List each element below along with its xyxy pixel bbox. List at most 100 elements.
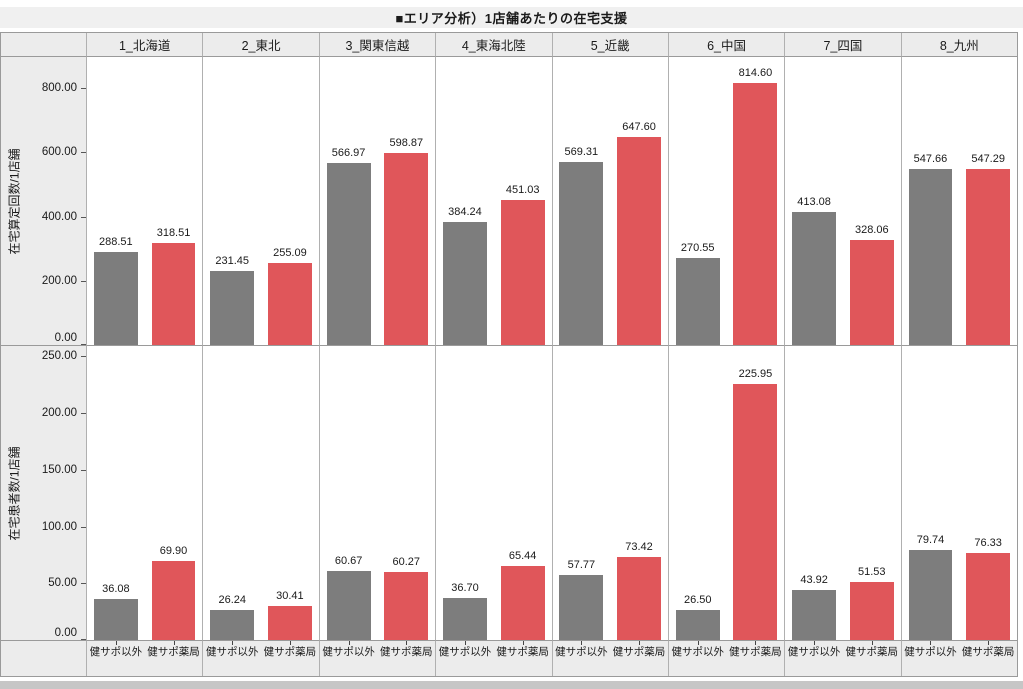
bar-slot: 43.92 — [785, 346, 843, 640]
bar-non-kensapo-region2[interactable] — [210, 610, 255, 640]
x-category-label-kensapo: 健サポ薬局 — [380, 646, 433, 658]
x-axis-band-region8: 健サポ以外 健サポ薬局 — [900, 640, 1017, 676]
bar-slot: 547.29 — [959, 57, 1017, 345]
y-tick-label: 400.00 — [41, 210, 77, 223]
x-tick-mark — [755, 641, 757, 645]
bar-slot: 73.42 — [610, 346, 668, 640]
x-category-label-non-kensapo: 健サポ以外 — [438, 646, 492, 658]
plot-cell-panel1-region7: 43.92 51.53 — [784, 345, 901, 640]
bar-non-kensapo-region4[interactable] — [443, 598, 487, 640]
bar-kensapo-region2[interactable] — [267, 263, 312, 345]
bar-slot: 51.53 — [843, 346, 901, 640]
x-tick-mark — [348, 641, 350, 645]
bar-value-label: 547.66 — [913, 153, 948, 166]
bar-slot: 598.87 — [377, 57, 435, 345]
bar-kensapo-region7[interactable] — [849, 581, 894, 640]
x-category-label-kensapo: 健サポ薬局 — [612, 646, 666, 658]
bar-value-label: 51.53 — [858, 565, 886, 578]
bar-slot: 413.08 — [785, 57, 843, 345]
y-tick-label: 250.00 — [41, 350, 77, 363]
bar-non-kensapo-region6[interactable] — [675, 609, 720, 640]
x-axis-band-region1: 健サポ以外 健サポ薬局 — [86, 640, 203, 676]
bar-value-label: 60.27 — [392, 555, 421, 568]
bar-non-kensapo-region1[interactable] — [93, 599, 138, 640]
bar-value-label: 288.51 — [99, 236, 133, 249]
bar-slot: 647.60 — [610, 57, 668, 345]
plot-cell-panel0-region8: 547.66 547.29 — [900, 56, 1017, 345]
x-tick-mark — [289, 641, 291, 645]
y-tick-mark — [81, 413, 86, 415]
bar-non-kensapo-region6[interactable] — [675, 258, 720, 345]
y-tick-label: 200.00 — [41, 274, 77, 287]
region-header-7: 7_四国 — [784, 33, 901, 56]
bar-kensapo-region8[interactable] — [966, 169, 1011, 345]
bar-kensapo-region6[interactable] — [733, 83, 778, 345]
y-tick-mark — [81, 88, 86, 90]
x-axis-band-region3: 健サポ以外 健サポ薬局 — [318, 640, 436, 676]
bar-slot: 328.06 — [843, 57, 901, 345]
plot-cell-panel1-region2: 26.24 30.41 — [202, 345, 319, 640]
x-axis-band-region5: 健サポ以外 健サポ薬局 — [551, 640, 668, 676]
bar-value-label: 36.08 — [102, 583, 130, 596]
x-category-label-kensapo: 健サポ薬局 — [961, 646, 1015, 658]
bar-slot: 26.50 — [669, 346, 727, 640]
bar-slot: 569.31 — [553, 57, 611, 345]
bar-kensapo-region3[interactable] — [384, 152, 429, 345]
y-axis-title: 在宅算定回数/1店舗 — [7, 147, 22, 255]
bar-kensapo-region4[interactable] — [500, 200, 545, 345]
y-tick-label: 0.00 — [54, 627, 77, 639]
y-tick-mark — [81, 344, 86, 345]
bar-value-label: 547.29 — [971, 153, 1005, 166]
bar-non-kensapo-region4[interactable] — [443, 221, 487, 345]
x-category-label-non-kensapo: 健サポ以外 — [787, 646, 841, 658]
bar-value-label: 225.95 — [738, 367, 773, 380]
y-axis-title-wrap: 在宅患者数/1店舗 — [1, 346, 27, 640]
bar-non-kensapo-region5[interactable] — [559, 574, 604, 640]
bar-slot: 231.45 — [203, 57, 261, 345]
bar-kensapo-region3[interactable] — [384, 571, 429, 640]
bar-non-kensapo-region3[interactable] — [326, 162, 371, 345]
bar-slot: 76.33 — [959, 346, 1017, 640]
bar-value-label: 79.74 — [916, 533, 945, 546]
bar-non-kensapo-region1[interactable] — [93, 252, 138, 345]
plot-cell-panel0-region7: 413.08 328.06 — [784, 56, 901, 345]
bar-value-label: 43.92 — [800, 574, 828, 587]
x-category-label-non-kensapo: 健サポ以外 — [555, 646, 608, 658]
bar-kensapo-region2[interactable] — [267, 605, 312, 640]
bar-slot: 288.51 — [87, 57, 145, 345]
region-header-8: 8_九州 — [900, 33, 1017, 56]
bar-non-kensapo-region2[interactable] — [210, 270, 255, 345]
bar-non-kensapo-region7[interactable] — [792, 590, 836, 640]
y-tick-mark — [81, 356, 86, 358]
x-tick-mark — [930, 641, 932, 645]
bar-kensapo-region1[interactable] — [151, 242, 196, 345]
region-header-4: 4_東海北陸 — [435, 33, 552, 56]
bar-non-kensapo-region5[interactable] — [559, 162, 604, 345]
bar-kensapo-region7[interactable] — [849, 239, 894, 345]
bar-non-kensapo-region3[interactable] — [326, 571, 371, 640]
bar-slot: 384.24 — [436, 57, 494, 345]
bar-kensapo-region8[interactable] — [966, 553, 1011, 640]
y-tick-label: 150.00 — [41, 463, 77, 476]
y-tick-mark — [81, 280, 86, 282]
x-axis-band-region6: 健サポ以外 健サポ薬局 — [667, 640, 785, 676]
bar-non-kensapo-region8[interactable] — [908, 169, 953, 345]
bar-non-kensapo-region8[interactable] — [908, 549, 953, 640]
bar-kensapo-region1[interactable] — [151, 560, 196, 640]
bar-value-label: 69.90 — [159, 544, 188, 557]
bar-slot: 225.95 — [727, 346, 785, 640]
bar-kensapo-region5[interactable] — [617, 556, 661, 640]
plot-cell-panel0-region1: 288.51 318.51 — [86, 56, 203, 345]
bar-kensapo-region6[interactable] — [733, 383, 778, 640]
x-tick-mark — [581, 641, 583, 645]
plot-cell-panel1-region8: 79.74 76.33 — [900, 345, 1017, 640]
bar-slot: 36.08 — [87, 346, 145, 640]
chart-title-band: ■エリア分析）1店舗あたりの在宅支援 — [0, 7, 1023, 28]
plot-cell-panel0-region6: 270.55 814.60 — [667, 56, 785, 345]
plot-cell-panel1-region6: 26.50 225.95 — [667, 345, 785, 640]
bar-kensapo-region5[interactable] — [617, 137, 661, 345]
bar-slot: 255.09 — [261, 57, 319, 345]
bar-non-kensapo-region7[interactable] — [792, 212, 836, 345]
bar-kensapo-region4[interactable] — [500, 565, 545, 640]
